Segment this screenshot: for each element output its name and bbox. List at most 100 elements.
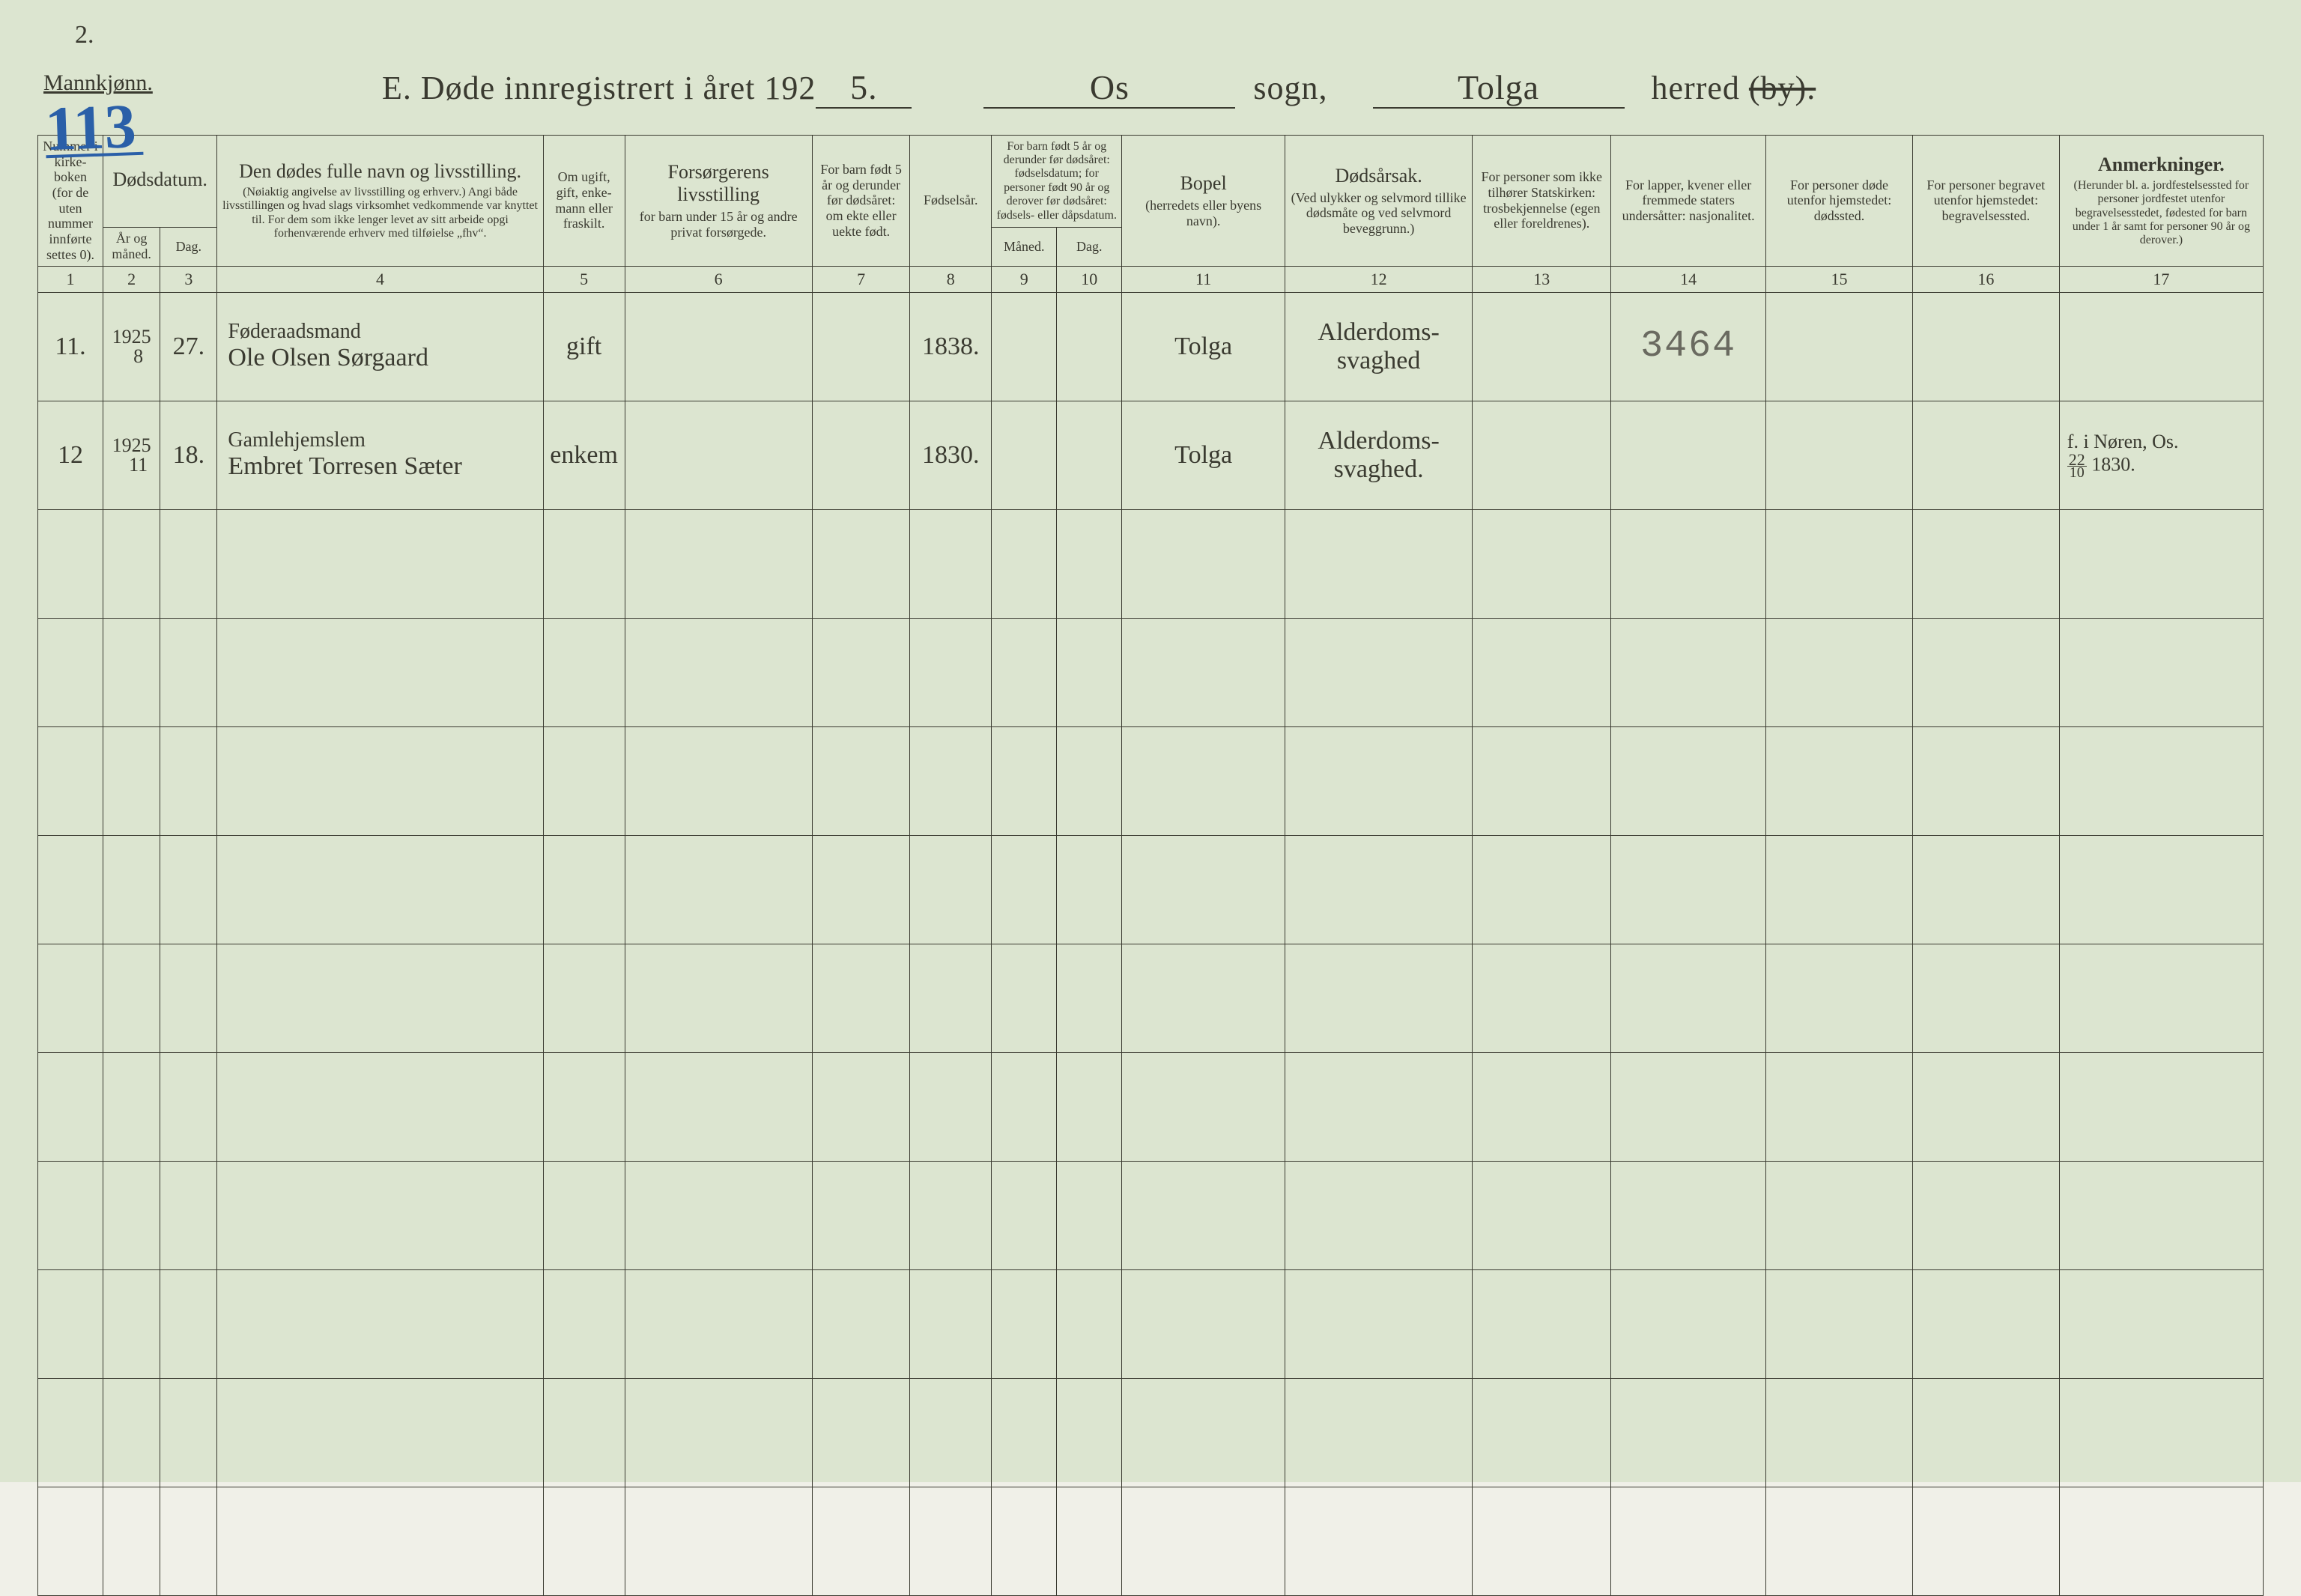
sogn-value: Os: [983, 67, 1235, 109]
table-row: [38, 618, 2264, 726]
table-cell: 11.: [38, 292, 103, 401]
register-page: 2. Mannkjønn. 113 E. Døde innregistrert …: [0, 0, 2301, 1482]
table-cell: [160, 1052, 217, 1161]
table-cell: [38, 509, 103, 618]
table-cell: [1766, 1269, 1913, 1378]
table-cell: [543, 835, 625, 944]
top-corner-number: 2.: [75, 21, 94, 49]
table-cell: [1611, 835, 1766, 944]
table-cell: [1912, 1269, 2059, 1378]
table-cell: [543, 1269, 625, 1378]
table-cell: 18.: [160, 401, 217, 509]
table-cell: [160, 618, 217, 726]
table-cell: [812, 509, 910, 618]
table-cell: [992, 1269, 1057, 1378]
table-cell: [217, 1052, 543, 1161]
table-cell: [1057, 618, 1122, 726]
table-cell: [1285, 509, 1472, 618]
table-cell: [217, 726, 543, 835]
table-cell: [543, 509, 625, 618]
table-cell: [2059, 509, 2263, 618]
table-cell: [1473, 1161, 1611, 1269]
table-cell: [103, 726, 160, 835]
table-cell: [992, 1487, 1057, 1595]
table-cell: [103, 1487, 160, 1595]
table-cell: [1912, 618, 2059, 726]
colnum-13: 13: [1473, 266, 1611, 292]
table-cell: [1285, 1487, 1472, 1595]
colnum-8: 8: [910, 266, 992, 292]
table-cell: [812, 1269, 910, 1378]
col-header-birthdate-text: For barn født 5 år og der­under før døds…: [996, 140, 1117, 222]
table-cell: [1122, 835, 1285, 944]
table-row: [38, 835, 2264, 944]
table-cell: [910, 618, 992, 726]
table-cell: [1122, 1161, 1285, 1269]
table-cell: [812, 401, 910, 509]
table-cell: [1057, 1378, 1122, 1487]
table-cell: [812, 835, 910, 944]
table-cell: [38, 1269, 103, 1378]
table-cell: [1473, 835, 1611, 944]
table-cell: 1838.: [910, 292, 992, 401]
table-cell: FøderaadsmandOle Olsen Sørgaard: [217, 292, 543, 401]
table-row: 1219251118.GamlehjemslemEmbret Torresen …: [38, 401, 2264, 509]
colnum-9: 9: [992, 266, 1057, 292]
table-cell: [1285, 1161, 1472, 1269]
table-row: [38, 509, 2264, 618]
table-cell: [992, 726, 1057, 835]
table-cell: [812, 1161, 910, 1269]
table-cell: [1912, 835, 2059, 944]
colnum-1: 1: [38, 266, 103, 292]
col-header-burialplace: For personer begravet utenfor hjemstedet…: [1912, 136, 2059, 267]
table-cell: [160, 509, 217, 618]
page-number: 113: [44, 90, 144, 158]
herred-label: herred: [1652, 70, 1740, 106]
table-cell: [1766, 835, 1913, 944]
table-cell: [160, 1378, 217, 1487]
table-cell: [2059, 618, 2263, 726]
table-cell: [812, 618, 910, 726]
table-cell: [1285, 1052, 1472, 1161]
table-cell: [992, 835, 1057, 944]
table-cell: [160, 944, 217, 1052]
table-cell: [38, 1161, 103, 1269]
col-header-provider-sub: for barn under 15 år og andre privat for…: [630, 209, 807, 240]
table-cell: [103, 1052, 160, 1161]
table-cell: [1285, 944, 1472, 1052]
table-cell: [1057, 1269, 1122, 1378]
table-cell: [1473, 509, 1611, 618]
table-cell: [1285, 726, 1472, 835]
col-header-birthdate: For barn født 5 år og der­under før døds…: [992, 136, 1122, 228]
table-cell: [1057, 726, 1122, 835]
table-cell: [1057, 509, 1122, 618]
table-cell: [217, 1378, 543, 1487]
by-struck: (by).: [1749, 70, 1816, 106]
table-cell: enkem: [543, 401, 625, 509]
col-header-marital-text: Om ugift, gift, enke­mann eller fraskilt…: [548, 169, 620, 231]
table-cell: [992, 618, 1057, 726]
table-cell: [625, 618, 812, 726]
table-cell: [217, 944, 543, 1052]
table-head: Nummer i kirke­boken (for de uten nummer…: [38, 136, 2264, 293]
table-cell: [1611, 401, 1766, 509]
table-cell: [1473, 292, 1611, 401]
table-cell: [2059, 726, 2263, 835]
colnum-15: 15: [1766, 266, 1913, 292]
table-cell: [1057, 1052, 1122, 1161]
table-cell: [1766, 509, 1913, 618]
table-cell: [543, 1487, 625, 1595]
table-cell: [1473, 1052, 1611, 1161]
table-cell: [812, 726, 910, 835]
table-cell: [103, 1269, 160, 1378]
colnum-5: 5: [543, 266, 625, 292]
col-header-deathplace: For personer døde utenfor hjemstedet: dø…: [1766, 136, 1913, 267]
col-header-day-text: Dag.: [165, 239, 212, 255]
col-header-deathplace-text: For personer døde utenfor hjemstedet: dø…: [1771, 177, 1908, 224]
table-cell: [1122, 1269, 1285, 1378]
table-cell: [1285, 618, 1472, 726]
col-header-provider: Forsørgerens livsstilling for barn under…: [625, 136, 812, 267]
col-header-day: Dag.: [160, 227, 217, 266]
col-header-bd-day-text: Dag.: [1061, 239, 1117, 255]
table-cell: [1473, 726, 1611, 835]
